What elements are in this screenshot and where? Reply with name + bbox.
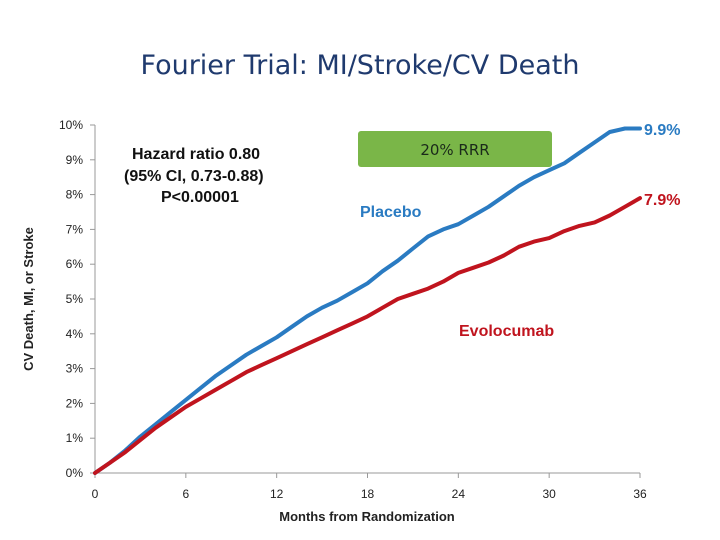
x-axis-title: Months from Randomization bbox=[279, 509, 455, 524]
slide-title: Fourier Trial: MI/Stroke/CV Death bbox=[140, 50, 580, 81]
y-tick-label: 2% bbox=[66, 396, 84, 410]
y-ticks: 0% 1% 2% 3% 4% 5% 6% 7% 8% 9% 10% bbox=[59, 118, 95, 480]
confidence-interval-text: (95% CI, 0.73-0.88) bbox=[124, 168, 264, 185]
evolocumab-label: Evolocumab bbox=[459, 323, 554, 340]
y-tick-label: 10% bbox=[59, 118, 83, 132]
rrr-badge bbox=[358, 131, 552, 167]
x-tick-label: 6 bbox=[182, 487, 189, 501]
x-tick-label: 0 bbox=[92, 487, 99, 501]
y-tick-label: 3% bbox=[66, 362, 84, 376]
y-tick-label: 8% bbox=[66, 188, 84, 202]
y-tick-label: 9% bbox=[66, 153, 84, 167]
placebo-end-label: 9.9% bbox=[644, 122, 680, 139]
y-tick-label: 6% bbox=[66, 257, 84, 271]
placebo-label: Placebo bbox=[360, 204, 422, 221]
placebo-line bbox=[93, 126, 642, 475]
evolocumab-line bbox=[93, 196, 642, 475]
y-tick-label: 0% bbox=[66, 466, 84, 480]
y-axis-title: CV Death, MI, or Stroke bbox=[21, 227, 36, 371]
y-tick-label: 4% bbox=[66, 327, 84, 341]
x-tick-label: 24 bbox=[452, 487, 466, 501]
hazard-ratio-text: Hazard ratio 0.80 bbox=[132, 146, 260, 163]
series-group bbox=[93, 126, 642, 475]
x-ticks: 0 6 12 18 24 30 36 bbox=[92, 473, 647, 501]
y-tick-label: 7% bbox=[66, 222, 84, 236]
rrr-badge-text: 20% RRR bbox=[420, 141, 489, 159]
x-tick-label: 12 bbox=[270, 487, 284, 501]
y-tick-label: 5% bbox=[66, 292, 84, 306]
x-tick-label: 36 bbox=[633, 487, 647, 501]
x-tick-label: 18 bbox=[361, 487, 375, 501]
y-tick-label: 1% bbox=[66, 431, 84, 445]
p-value-text: P<0.00001 bbox=[161, 189, 239, 206]
evolocumab-end-label: 7.9% bbox=[644, 192, 680, 209]
x-tick-label: 30 bbox=[542, 487, 556, 501]
